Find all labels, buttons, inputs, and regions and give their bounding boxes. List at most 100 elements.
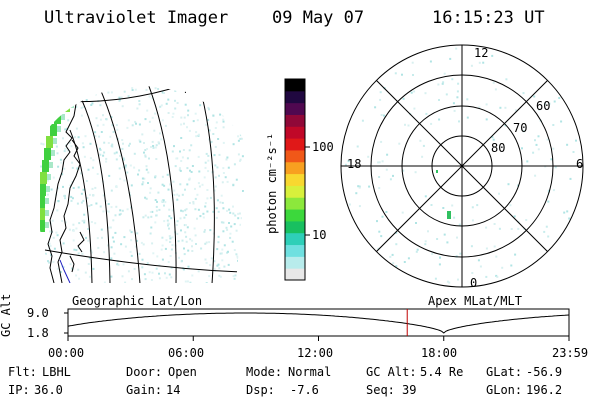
noise-pixel — [114, 214, 117, 217]
noise-pixel — [148, 95, 151, 98]
noise-pixel — [220, 83, 222, 85]
noise-pixel — [222, 207, 225, 210]
noise-pixel — [158, 56, 160, 58]
noise-pixel — [168, 227, 170, 230]
noise-pixel — [89, 193, 91, 196]
noise-pixel — [141, 183, 144, 186]
noise-pixel — [48, 261, 51, 264]
noise-pixel — [115, 185, 118, 188]
noise-pixel — [194, 234, 197, 237]
noise-pixel — [236, 73, 238, 75]
noise-pixel — [186, 167, 189, 170]
noise-pixel — [221, 259, 224, 262]
noise-pixel — [165, 276, 168, 279]
polar-noise-pixel — [424, 243, 427, 246]
noise-pixel — [103, 141, 106, 144]
noise-pixel — [72, 223, 75, 226]
aurora-pixel — [40, 184, 46, 196]
aurora-pixel — [66, 90, 76, 102]
noise-pixel — [161, 91, 164, 94]
noise-pixel — [43, 60, 45, 62]
noise-pixel — [222, 84, 224, 86]
aurora-edge — [47, 174, 51, 180]
noise-pixel — [80, 172, 82, 175]
noise-pixel — [146, 262, 149, 265]
noise-pixel — [64, 194, 66, 197]
noise-pixel — [147, 182, 149, 184]
noise-pixel — [194, 112, 197, 115]
noise-pixel — [214, 176, 217, 179]
polar-noise-pixel — [438, 263, 441, 266]
noise-pixel — [158, 142, 161, 145]
noise-pixel — [199, 215, 202, 218]
polar-noise-pixel — [459, 252, 462, 255]
noise-pixel — [145, 282, 147, 283]
noise-pixel — [82, 77, 84, 79]
noise-pixel — [111, 86, 114, 89]
noise-pixel — [229, 117, 232, 119]
noise-pixel — [57, 200, 60, 203]
noise-pixel — [163, 204, 165, 207]
noise-pixel — [103, 281, 106, 283]
colorbar-segment — [285, 90, 305, 104]
noise-pixel — [218, 153, 221, 156]
noise-pixel — [222, 118, 225, 121]
polar-noise-pixel — [493, 245, 496, 248]
polar-noise-pixel — [442, 81, 445, 84]
noise-pixel — [158, 208, 161, 211]
aurora-pixel — [40, 208, 45, 220]
noise-pixel — [100, 228, 103, 231]
polar-noise-pixel — [368, 185, 371, 188]
noise-pixel — [179, 167, 181, 170]
noise-pixel — [174, 99, 176, 102]
noise-pixel — [111, 236, 114, 239]
noise-pixel — [42, 283, 44, 285]
noise-pixel — [145, 88, 148, 91]
noise-pixel — [213, 267, 216, 270]
noise-pixel — [68, 78, 70, 80]
noise-pixel — [105, 199, 108, 202]
noise-pixel — [123, 158, 126, 161]
polar-noise-pixel — [392, 174, 394, 177]
noise-pixel — [44, 103, 47, 106]
polar-noise-pixel — [482, 61, 485, 64]
polar-noise-pixel — [575, 139, 577, 142]
noise-pixel — [118, 167, 121, 170]
aurora-edge — [51, 150, 55, 156]
noise-pixel — [40, 142, 43, 145]
noise-pixel — [178, 194, 181, 197]
polar-noise-pixel — [456, 96, 459, 99]
noise-pixel — [56, 209, 59, 212]
noise-pixel — [197, 182, 200, 185]
noise-pixel — [228, 63, 230, 65]
noise-pixel — [85, 236, 87, 239]
noise-pixel — [81, 142, 84, 145]
polar-noise-pixel — [510, 228, 513, 230]
noise-pixel — [121, 139, 124, 141]
noise-pixel — [102, 210, 105, 213]
polar-noise-pixel — [496, 275, 499, 278]
polar-noise-pixel — [498, 227, 501, 230]
noise-pixel — [198, 68, 200, 70]
noise-pixel — [138, 123, 141, 126]
noise-pixel — [141, 177, 144, 180]
noise-pixel — [62, 242, 65, 245]
noise-pixel — [92, 267, 95, 270]
noise-pixel — [111, 124, 114, 127]
noise-pixel — [86, 197, 89, 199]
noise-pixel — [180, 116, 183, 119]
noise-pixel — [227, 55, 229, 57]
noise-pixel — [125, 72, 127, 74]
noise-pixel — [45, 105, 48, 107]
noise-pixel — [168, 208, 171, 211]
noise-pixel — [95, 202, 98, 205]
noise-pixel — [181, 239, 184, 242]
noise-pixel — [71, 161, 74, 164]
noise-pixel — [67, 97, 70, 100]
noise-pixel — [87, 263, 90, 265]
polar-noise-pixel — [389, 178, 392, 181]
noise-pixel — [214, 86, 217, 88]
noise-pixel — [76, 202, 79, 205]
noise-pixel — [183, 253, 186, 256]
